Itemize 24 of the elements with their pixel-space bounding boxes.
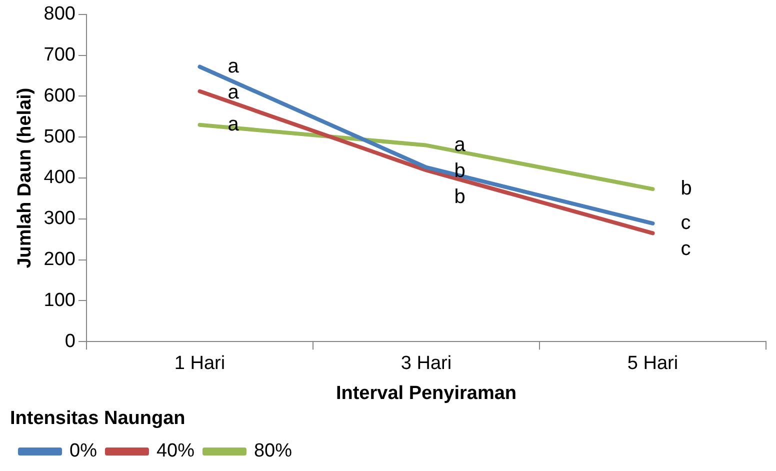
legend-label: 0% [70, 440, 98, 462]
annotation: c [680, 238, 691, 260]
legend-label: 40% [156, 440, 195, 462]
y-tick-label: 600 [44, 85, 76, 106]
annotation: b [454, 186, 466, 208]
x-tick-label: 3 Hari [400, 353, 452, 374]
y-tick-label: 300 [44, 208, 76, 230]
annotation: a [228, 81, 240, 104]
annotation: c [680, 212, 691, 234]
legend-label: 80% [254, 440, 292, 462]
annotation: a [228, 55, 240, 78]
x-axis-title: Interval Penyiraman [336, 383, 517, 404]
y-tick-label: 100 [44, 290, 76, 311]
y-tick-label: 0 [64, 330, 76, 352]
y-axis-title: Jumlah Daun (helai) [14, 88, 36, 268]
annotation: b [680, 178, 692, 200]
x-tick-label: 5 Hari [627, 353, 678, 374]
y-tick-label: 400 [44, 167, 76, 188]
y-tick-label: 200 [44, 249, 76, 270]
x-tick-label: 1 Hari [174, 353, 226, 374]
legend-title: Intensitas Naungan [10, 408, 186, 429]
y-tick-label: 500 [44, 126, 76, 148]
y-tick-label: 700 [44, 44, 76, 66]
y-tick-label: 800 [44, 4, 76, 25]
